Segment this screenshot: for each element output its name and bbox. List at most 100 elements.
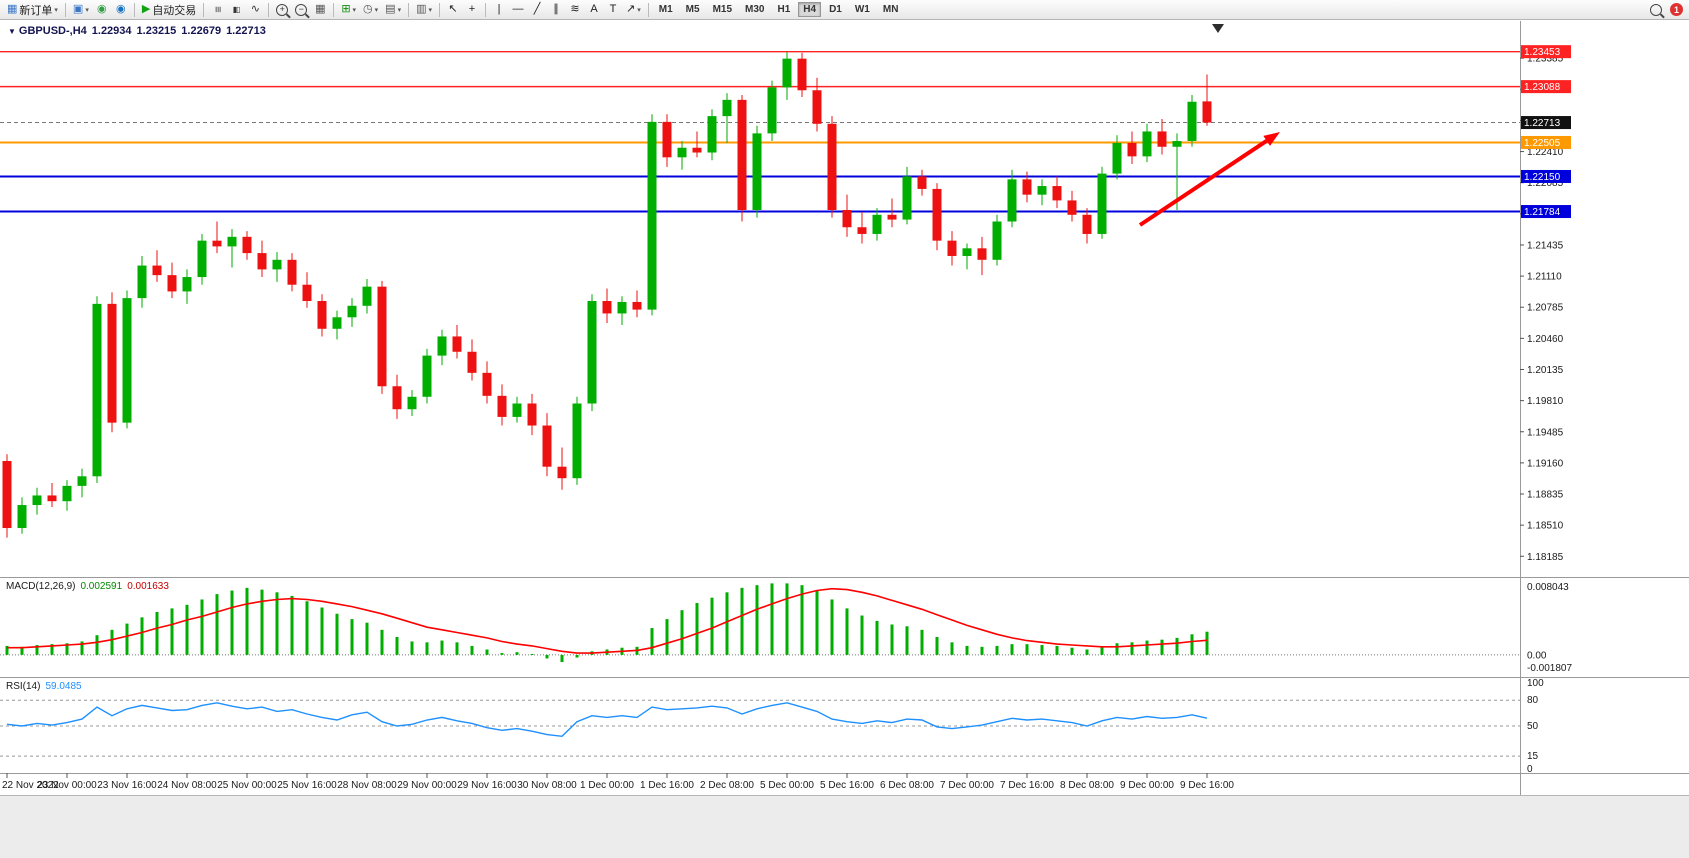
grid-icon: ▦ <box>7 3 18 15</box>
candle-body <box>1022 179 1032 195</box>
chart-background[interactable] <box>0 21 1689 795</box>
candle-body <box>482 372 492 396</box>
line-chart-button[interactable]: ∿ <box>246 1 264 19</box>
macd-histogram-bar <box>980 646 984 655</box>
candle-body <box>1157 131 1167 147</box>
snapshot-button[interactable]: ▥ ▾ <box>413 1 435 19</box>
macd-histogram-bar <box>425 642 429 655</box>
candle-body <box>137 265 147 299</box>
text-button[interactable]: A <box>585 1 603 19</box>
candle-body <box>557 466 567 479</box>
candle-body <box>1052 186 1062 201</box>
macd-histogram-bar <box>335 613 339 655</box>
candle-body <box>107 303 117 423</box>
timeframe-h1-button[interactable]: H1 <box>772 2 795 17</box>
macd-histogram-bar <box>1145 640 1149 655</box>
candle-body <box>1202 101 1212 123</box>
timeframe-d1-button[interactable]: D1 <box>824 2 847 17</box>
hline-button[interactable]: — <box>509 1 527 19</box>
price-tag <box>1521 135 1571 149</box>
cursor-icon: ↖ <box>448 3 458 15</box>
macd-histogram-bar <box>185 604 189 655</box>
toolbar-separator <box>203 2 205 17</box>
candle-body <box>1097 173 1107 234</box>
arrows-button[interactable]: ↗ ▾ <box>623 1 644 19</box>
label-button[interactable]: T <box>604 1 622 19</box>
candle-body <box>707 116 717 153</box>
macd-histogram-bar <box>500 653 504 655</box>
timeframe-mn-button[interactable]: MN <box>878 2 904 17</box>
candle-body <box>602 301 612 314</box>
macd-histogram-bar <box>275 592 279 655</box>
periods-button[interactable]: ◷ ▾ <box>360 1 381 19</box>
candle-body <box>1082 214 1092 234</box>
new-order-button[interactable]: ▦ 新订单 ▾ <box>4 1 61 19</box>
new-chart-button[interactable]: ▣ ▾ <box>70 1 92 19</box>
rsi-axis-label: 15 <box>1527 751 1539 762</box>
macd-histogram-bar <box>1205 631 1209 655</box>
candle-body <box>47 495 57 502</box>
search-button[interactable] <box>1647 1 1665 19</box>
indicators-button[interactable]: ⊞ ▾ <box>338 1 359 19</box>
price-tag-label: 1.23453 <box>1524 47 1561 58</box>
timeframe-h4-button[interactable]: H4 <box>798 2 822 17</box>
candle-body <box>182 277 192 292</box>
timeframe-m1-button[interactable]: M1 <box>654 2 678 17</box>
macd-histogram-bar <box>815 590 819 655</box>
price-tick-label: 1.21110 <box>1527 272 1562 283</box>
candle-body <box>722 99 732 117</box>
cursor-button[interactable]: ↖ <box>444 1 462 19</box>
channel-button[interactable]: ∥ <box>547 1 565 19</box>
line-icon: ∿ <box>250 3 260 15</box>
candlestick-chart-button[interactable]: ▮▯ <box>227 1 245 19</box>
candle-body <box>17 505 27 529</box>
crosshair-icon: + <box>468 3 476 15</box>
macd-histogram-bar <box>665 619 669 655</box>
trend-arrow-annotation[interactable] <box>1138 132 1280 227</box>
timeframe-m5-button[interactable]: M5 <box>681 2 705 17</box>
crosshair-button[interactable]: + <box>463 1 481 19</box>
clock-icon: ◷ <box>363 3 373 15</box>
chevron-down-icon: ▾ <box>397 6 402 14</box>
candle-body <box>227 236 237 247</box>
candle-body <box>77 476 87 486</box>
candle-body <box>812 90 822 124</box>
zoom-out-button[interactable]: − <box>292 1 310 19</box>
candle-body <box>452 336 462 352</box>
timeframe-m30-button[interactable]: M30 <box>740 2 769 17</box>
time-tick-label: 9 Dec 00:00 <box>1120 780 1174 791</box>
timeframe-m15-button[interactable]: M15 <box>708 2 737 17</box>
tile-windows-button[interactable]: ▦ <box>311 1 329 19</box>
candle-body <box>242 236 252 254</box>
templates-button[interactable]: ▤ ▾ <box>382 1 404 19</box>
candle-body <box>542 425 552 467</box>
macd-histogram-bar <box>1175 637 1179 655</box>
trendline-button[interactable]: ╱ <box>528 1 546 19</box>
timeframe-w1-button[interactable]: W1 <box>850 2 875 17</box>
candle-body <box>1142 131 1152 157</box>
data-window-button[interactable]: ◉ <box>112 1 130 19</box>
profiles-button[interactable]: ◉ <box>93 1 111 19</box>
macd-histogram-bar <box>890 624 894 655</box>
chart-shift-marker[interactable] <box>1212 24 1224 33</box>
candle-body <box>467 351 477 373</box>
bar-chart-button[interactable]: ≡ <box>208 1 226 19</box>
fibo-button[interactable]: ≋ <box>566 1 584 19</box>
macd-histogram-bar <box>95 635 99 655</box>
rsi-line <box>6 702 1208 738</box>
macd-histogram-bar <box>5 645 9 655</box>
candle-body <box>392 386 402 410</box>
zoom-in-button[interactable]: + <box>273 1 291 19</box>
candle-body <box>632 301 642 310</box>
macd-signal-value: 0.001633 <box>127 581 169 592</box>
template-icon: ▤ <box>385 3 396 15</box>
candle-body <box>527 403 537 426</box>
autotrading-button[interactable]: ▶ 自动交易 <box>139 1 199 19</box>
macd-main-value: 0.002591 <box>80 581 123 592</box>
notifications-badge[interactable]: 1 <box>1670 3 1683 16</box>
price-tick-label: 1.20785 <box>1527 303 1564 314</box>
time-tick-label: 9 Dec 16:00 <box>1180 780 1234 791</box>
vline-button[interactable]: | <box>490 1 508 19</box>
